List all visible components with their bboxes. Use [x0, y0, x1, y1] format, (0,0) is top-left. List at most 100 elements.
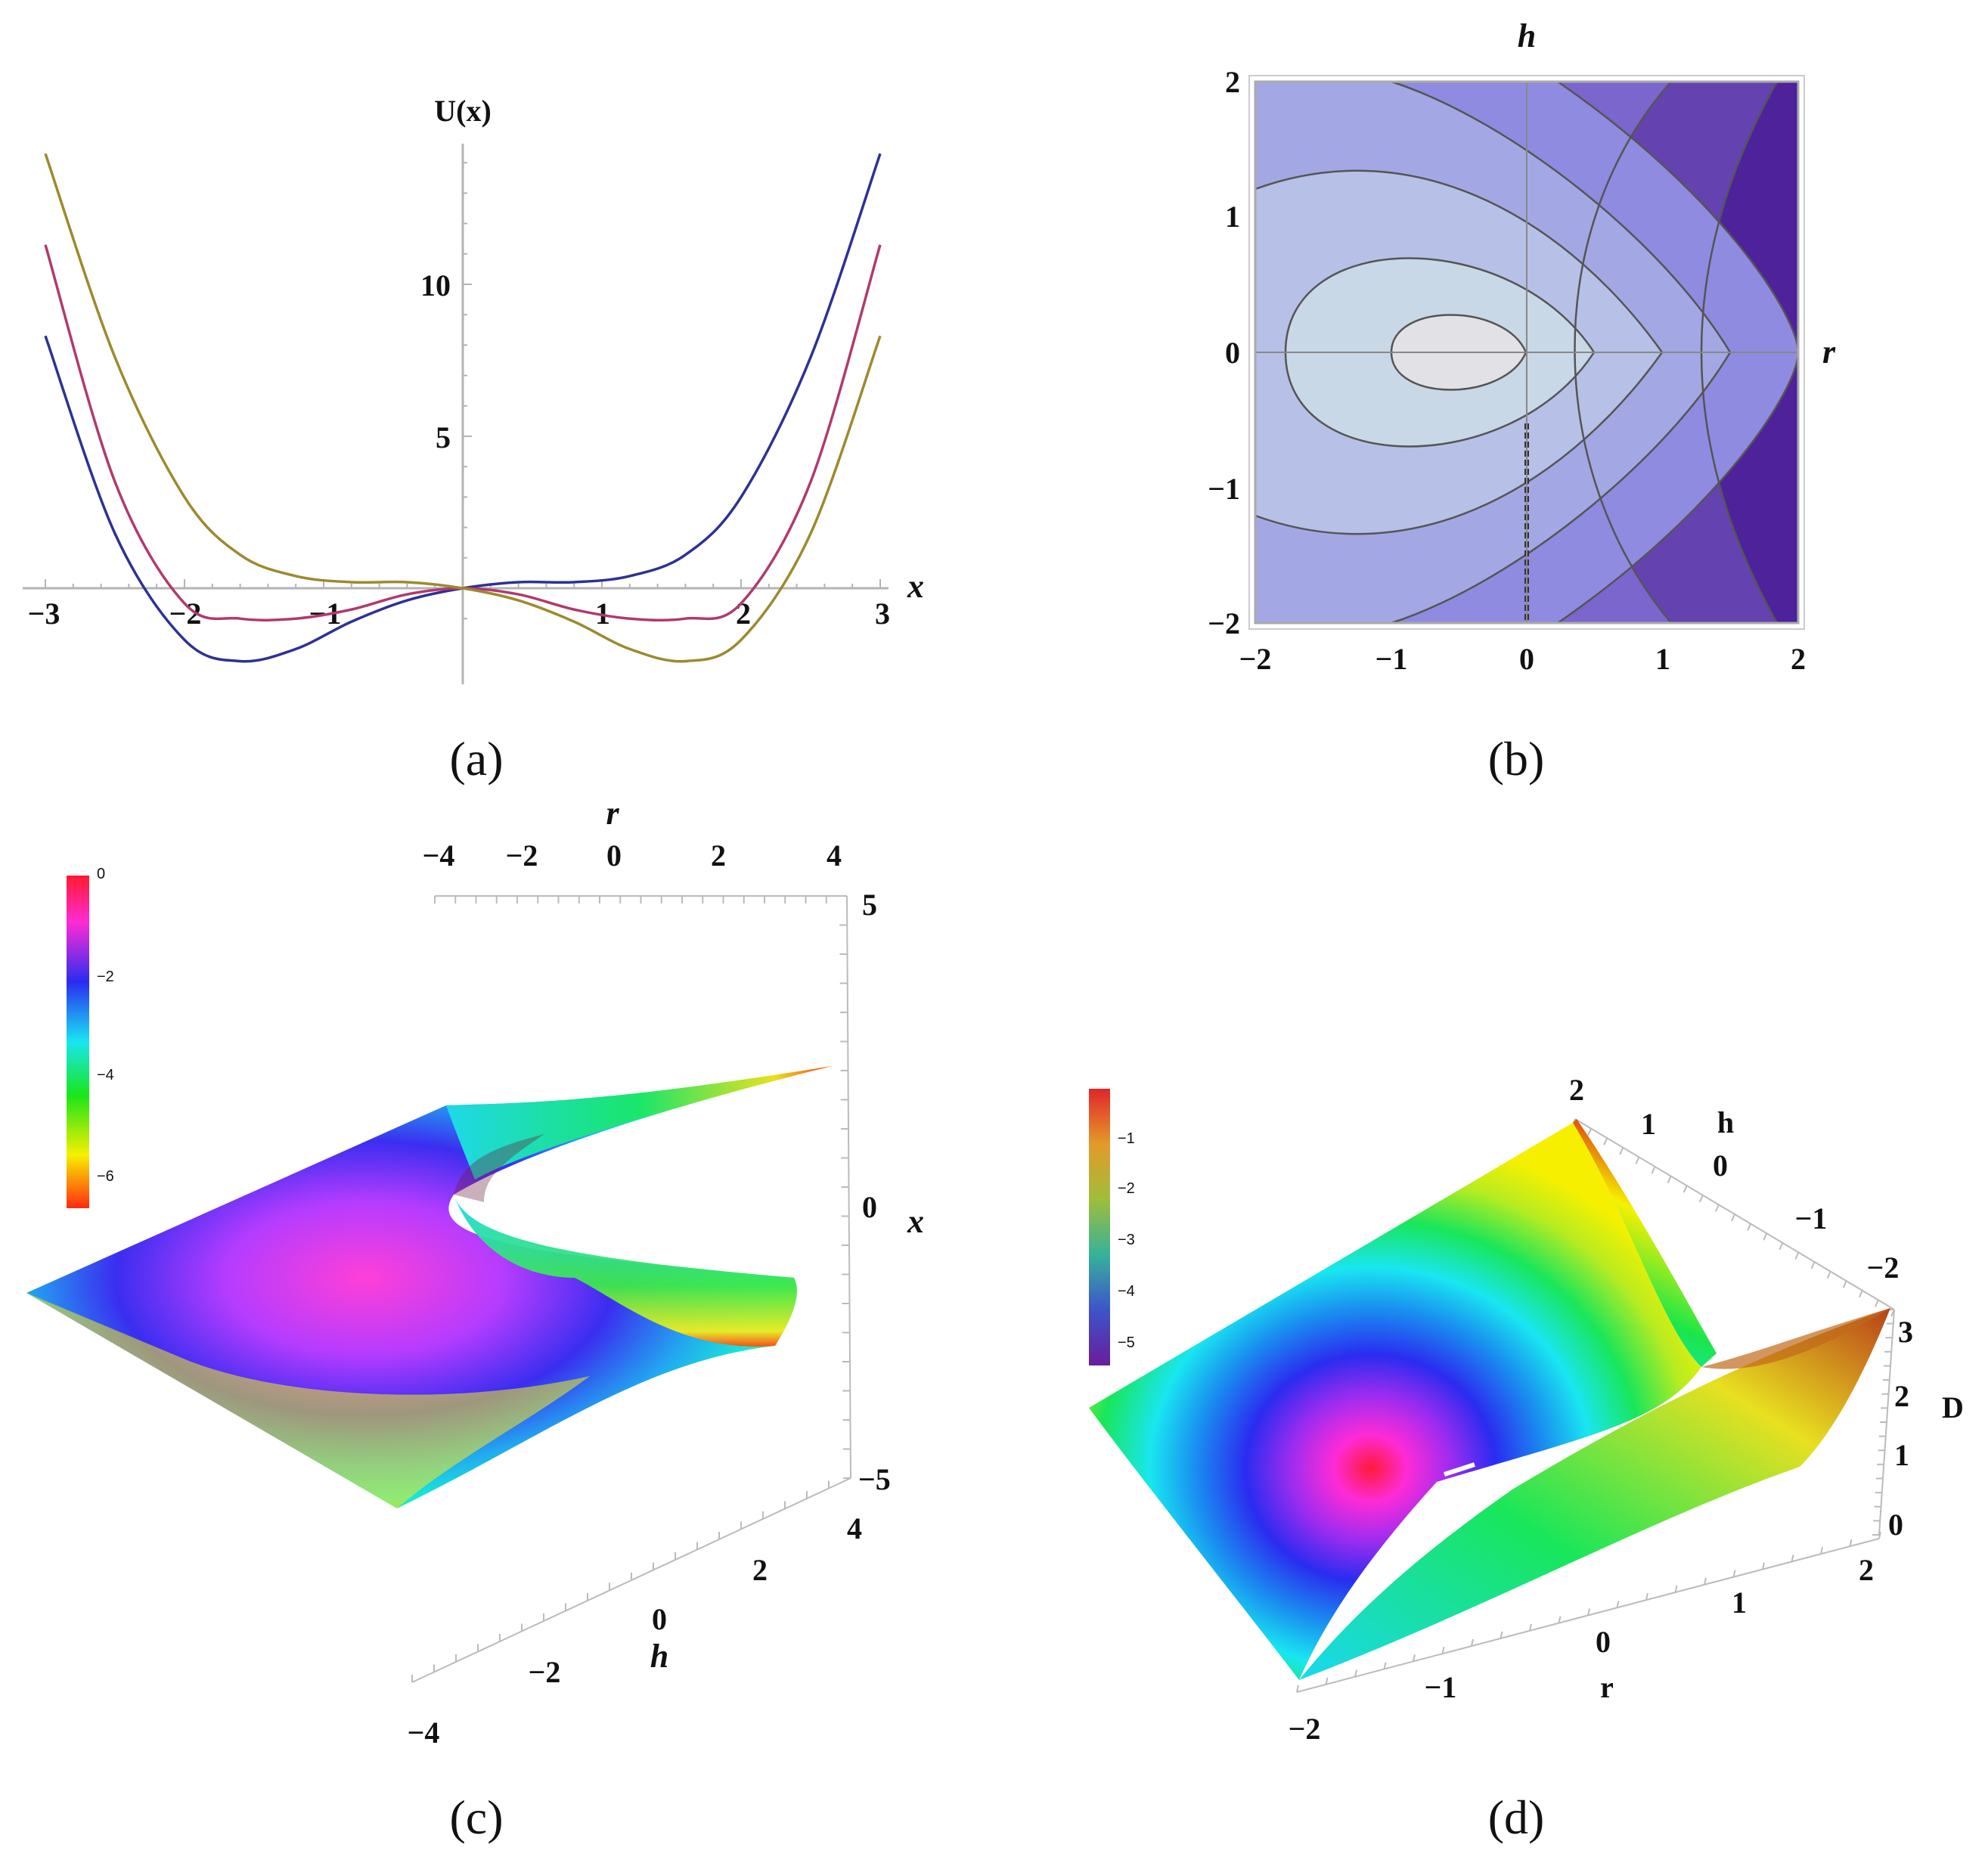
b-x-tick: 1: [1655, 642, 1670, 676]
a-series-group: [44, 153, 882, 663]
d-r-tick-mark: [1587, 1608, 1590, 1616]
d-h-tick-mark: [1683, 1185, 1688, 1193]
d-r-tick-mark: [1558, 1616, 1562, 1623]
d-r-tick-mark: [1500, 1631, 1503, 1639]
c-colorbar-tick: −2: [97, 969, 114, 985]
d-r-tick-mark: [1383, 1662, 1387, 1669]
d-colorbar-tick: −2: [1118, 1180, 1135, 1197]
b-r-axis-label: r: [1822, 333, 1836, 370]
a-series-line-2: [44, 153, 882, 663]
d-r-tick-mark: [1354, 1669, 1357, 1677]
a-y-tick: 5: [436, 420, 451, 454]
b-x-tick: −1: [1375, 642, 1408, 676]
c-caption: (c): [449, 1790, 503, 1844]
c-h-tick: −2: [529, 1655, 561, 1689]
d-h-tick-mark: [1794, 1251, 1800, 1260]
d-h-tick-mark: [1747, 1223, 1752, 1232]
c-h-tick: 2: [752, 1553, 768, 1587]
d-h-tick-mark: [1890, 1309, 1895, 1317]
c-h-axis-label: h: [650, 1638, 668, 1675]
c-x-axis-label: x: [907, 1203, 924, 1240]
a-x-tick: 1: [595, 597, 610, 631]
d-h-tick-mark: [1714, 1204, 1720, 1212]
a-y-axis-label: U(x): [434, 94, 492, 128]
d-h-tick: 0: [1713, 1148, 1728, 1183]
b-caption: (b): [1488, 732, 1545, 786]
d-h-tick-mark: [1858, 1290, 1863, 1298]
d-r-tick-mark: [1471, 1638, 1474, 1647]
a-x-axis-label: x: [907, 568, 924, 605]
d-r-tick-mark: [1820, 1547, 1823, 1554]
d-r-tick: −2: [1289, 1712, 1321, 1746]
d-d-tick: 3: [1898, 1315, 1913, 1349]
d-h-tick-mark: [1587, 1128, 1593, 1136]
d-h-tick: 2: [1569, 1073, 1584, 1107]
panel-c-3d-surface: 0 −2 −4 −6 −4 −2 0 2 4 r 5 0 −5 x −4 −2 …: [26, 795, 924, 1844]
d-r-tick-mark: [1529, 1623, 1532, 1632]
d-h-tick-mark: [1667, 1176, 1672, 1184]
c-box-ticks: [411, 895, 851, 1682]
d-h-tick-mark: [1826, 1271, 1831, 1279]
d-r-tick-mark: [1413, 1654, 1416, 1662]
b-x-tick: 0: [1519, 642, 1534, 676]
d-h-tick-mark: [1763, 1232, 1768, 1241]
d-h-tick: −1: [1795, 1201, 1828, 1235]
d-h-tick-mark: [1731, 1214, 1735, 1222]
b-y-tick: 0: [1225, 336, 1240, 370]
d-r-tick-mark: [1674, 1585, 1678, 1593]
d-h-tick-mark: [1651, 1166, 1656, 1174]
d-r-tick-mark: [1296, 1685, 1299, 1693]
d-r-tick-mark: [1704, 1577, 1707, 1585]
c-colorbar-tick: −4: [97, 1067, 114, 1083]
d-d-tick: 2: [1894, 1379, 1909, 1413]
d-r-tick-mark: [1762, 1562, 1765, 1570]
d-r-tick: 1: [1732, 1585, 1747, 1620]
d-r-tick-mark: [1849, 1539, 1853, 1547]
b-x-tick: −2: [1239, 642, 1272, 676]
b-outer-frame: [1248, 75, 1805, 630]
d-r-tick-mark: [1791, 1554, 1794, 1562]
c-r-tick: 0: [606, 838, 622, 873]
c-colorbar-tick: −6: [97, 1168, 114, 1185]
d-caption: (d): [1488, 1790, 1545, 1844]
c-x-tick: −5: [858, 1462, 891, 1496]
panel-d-3d-surface: −1 −2 −3 −4 −5 2 1 0 −1 −2 h 3 2 1 0 D −…: [1089, 1073, 1964, 1844]
b-x-tick: 2: [1791, 642, 1806, 676]
d-h-axis-label: h: [1717, 1105, 1734, 1139]
b-y-tick: 1: [1225, 200, 1240, 234]
d-h-tick-mark: [1603, 1137, 1608, 1145]
d-colorbar-tick: −4: [1118, 1283, 1135, 1300]
c-surface: [26, 1066, 832, 1508]
c-h-tick: −4: [408, 1716, 440, 1750]
b-frame: [1254, 80, 1800, 625]
d-r-tick-mark: [1325, 1677, 1329, 1685]
d-r-tick-mark: [1732, 1570, 1736, 1577]
d-colorbar-tick: −3: [1118, 1232, 1135, 1248]
c-r-tick: 4: [827, 838, 842, 873]
c-r-tick: −2: [506, 838, 538, 873]
d-r-tick: 2: [1859, 1553, 1874, 1587]
d-d-axis-label: D: [1942, 1390, 1964, 1424]
b-y-tick: −1: [1208, 472, 1240, 506]
c-r-axis-label: r: [606, 795, 619, 832]
d-d-tick: 1: [1894, 1438, 1909, 1472]
d-h-tick-mark: [1779, 1242, 1784, 1251]
d-colorbar: [1089, 1089, 1110, 1365]
d-r-axis-label: r: [1600, 1670, 1614, 1704]
d-d-tick: 0: [1888, 1508, 1903, 1542]
b-y-tick: −2: [1208, 606, 1240, 640]
panel-a-line-chart: −3 −2 −1 1 2 3 5 10 x U(x) (a): [23, 94, 924, 786]
d-r-tick-mark: [1645, 1592, 1648, 1601]
d-minimum-marker: [1444, 1462, 1475, 1477]
d-colorbar-tick: −5: [1118, 1334, 1135, 1351]
c-h-tick: 0: [652, 1602, 667, 1636]
d-colorbar-tick: −1: [1118, 1130, 1135, 1147]
d-r-tick: 0: [1596, 1625, 1611, 1659]
d-h-tick-mark: [1874, 1299, 1879, 1307]
c-colorbar: [67, 876, 89, 1208]
d-surface: [1089, 1119, 1890, 1680]
c-r-tick: −4: [423, 838, 455, 873]
c-x-tick: 0: [862, 1190, 877, 1224]
d-h-tick-mark: [1635, 1156, 1640, 1164]
c-r-tick: 2: [711, 838, 726, 873]
